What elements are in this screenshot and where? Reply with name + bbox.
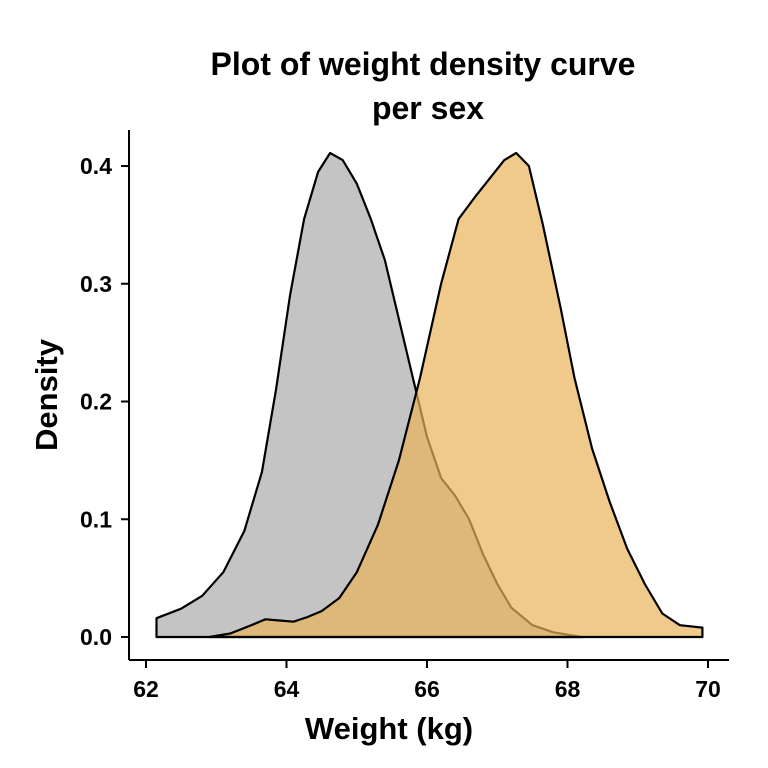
y-tick-label: 0.2 [80, 389, 112, 415]
density-area-2 [208, 151, 704, 639]
x-tick-label: 66 [414, 676, 440, 702]
x-tick-label: 68 [555, 676, 581, 702]
chart-title-line-1: Plot of weight density curve [211, 46, 636, 82]
x-tick-label: 70 [695, 676, 721, 702]
y-tick-label: 0.0 [80, 624, 112, 650]
y-axis-title: Density [29, 338, 64, 451]
x-tick-label: 62 [133, 676, 159, 702]
y-axis-ticks: 0.0 0.1 0.2 0.3 0.4 [80, 153, 129, 650]
x-axis-title: Weight (kg) [305, 711, 473, 746]
y-tick-label: 0.1 [80, 506, 112, 532]
chart-title-line-2: per sex [372, 90, 484, 126]
x-tick-label: 64 [274, 676, 300, 702]
y-tick-label: 0.4 [80, 153, 112, 179]
density-series [155, 151, 704, 639]
y-tick-label: 0.3 [80, 271, 112, 297]
x-axis-ticks: 62 64 66 68 70 [133, 660, 721, 702]
